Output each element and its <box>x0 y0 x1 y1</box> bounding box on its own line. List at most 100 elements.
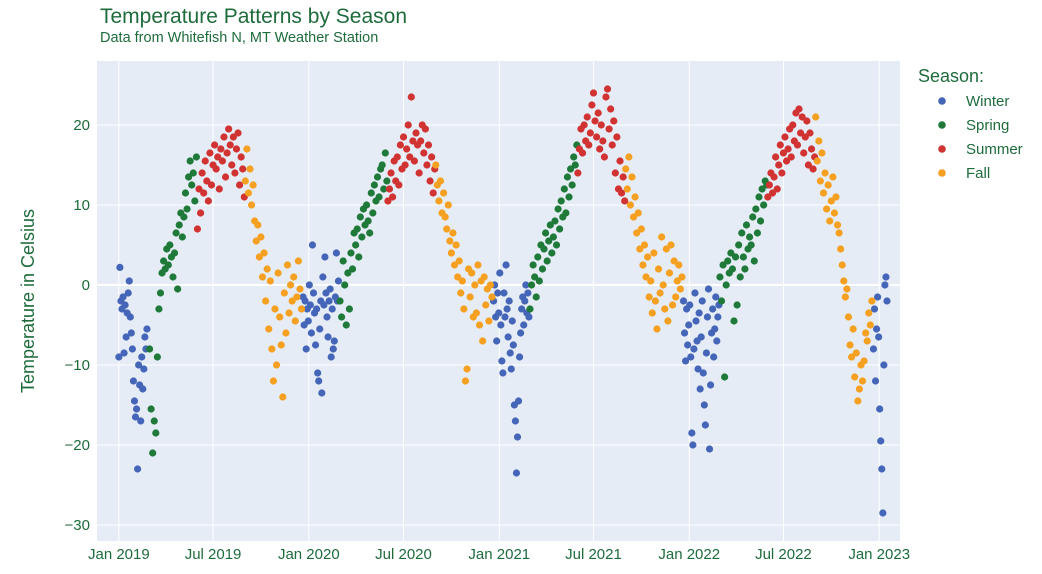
data-point <box>636 245 644 253</box>
data-point <box>613 133 621 141</box>
data-point <box>629 213 638 221</box>
data-point <box>121 301 129 309</box>
data-point <box>234 129 242 137</box>
data-point <box>878 465 886 473</box>
data-point <box>294 257 302 265</box>
legend-item-winter[interactable]: Winter <box>938 93 1009 110</box>
data-point <box>323 313 331 321</box>
data-point <box>268 345 276 353</box>
data-point <box>642 273 650 281</box>
data-point <box>571 161 579 169</box>
data-point <box>772 153 780 161</box>
legend-items: Winter Spring Summer Fall <box>938 93 1023 182</box>
legend-title: Season: <box>918 66 984 86</box>
data-point <box>871 377 880 385</box>
data-point <box>661 305 669 313</box>
data-point <box>543 257 551 265</box>
data-point <box>830 209 839 217</box>
data-point <box>301 297 309 305</box>
data-point <box>183 205 191 213</box>
legend-item-fall[interactable]: Fall <box>938 165 990 182</box>
data-point <box>324 333 332 341</box>
data-point <box>415 169 423 177</box>
data-point <box>119 293 127 301</box>
data-point <box>228 161 236 169</box>
data-point <box>125 277 133 285</box>
data-point <box>514 397 523 405</box>
data-point <box>195 185 203 193</box>
data-point <box>375 193 383 201</box>
data-point <box>675 261 683 269</box>
data-point <box>274 269 282 277</box>
data-point <box>153 353 161 361</box>
data-point <box>722 281 730 289</box>
y-tick-label: 20 <box>73 117 90 134</box>
data-point <box>758 185 766 193</box>
data-point <box>877 437 885 445</box>
data-point <box>639 261 647 269</box>
data-point <box>353 225 361 233</box>
data-point <box>495 309 503 317</box>
data-point <box>200 189 208 197</box>
data-point <box>122 333 130 341</box>
data-point <box>699 369 707 377</box>
data-point <box>776 141 784 149</box>
data-point <box>339 257 347 265</box>
data-point <box>279 393 287 401</box>
data-point <box>698 297 706 305</box>
data-point <box>591 117 599 125</box>
data-point <box>846 341 854 349</box>
data-point <box>141 333 149 341</box>
data-point <box>504 333 512 341</box>
data-point <box>879 509 887 517</box>
data-point <box>309 289 318 297</box>
data-point <box>170 249 179 257</box>
legend-marker <box>938 169 946 177</box>
x-tick-label: Jan 2021 <box>468 546 530 563</box>
data-point <box>432 161 440 169</box>
data-point <box>362 201 371 209</box>
data-point <box>271 305 279 313</box>
legend-item-spring[interactable]: Spring <box>938 117 1009 134</box>
data-point <box>549 233 558 241</box>
data-point <box>756 217 765 225</box>
data-point <box>574 169 582 177</box>
data-point <box>515 353 524 361</box>
data-point <box>717 297 726 305</box>
data-point <box>124 289 132 297</box>
data-point <box>132 405 141 413</box>
data-point <box>804 161 813 169</box>
data-point <box>337 313 346 321</box>
data-point <box>293 293 301 301</box>
data-point <box>735 241 743 249</box>
data-point <box>818 149 826 157</box>
data-point <box>155 305 163 313</box>
data-point <box>133 465 142 473</box>
data-point <box>700 401 708 409</box>
data-point <box>407 93 415 101</box>
data-point <box>191 197 199 205</box>
data-point <box>169 273 177 281</box>
data-point <box>705 445 714 453</box>
data-point <box>116 263 124 271</box>
data-point <box>485 317 493 325</box>
plot-area <box>97 61 900 541</box>
data-point <box>782 157 791 165</box>
data-point <box>648 309 656 317</box>
data-point <box>395 181 403 189</box>
data-point <box>252 237 260 245</box>
data-point <box>370 181 378 189</box>
data-point <box>625 153 633 161</box>
data-point <box>610 117 618 125</box>
data-point <box>262 297 270 305</box>
data-point <box>538 265 547 273</box>
data-point <box>594 109 602 117</box>
data-point <box>225 125 233 133</box>
data-point <box>479 337 487 345</box>
data-point <box>364 217 372 225</box>
legend-item-summer[interactable]: Summer <box>938 141 1023 158</box>
data-point <box>844 313 853 321</box>
data-point <box>733 301 741 309</box>
data-point <box>680 329 689 337</box>
